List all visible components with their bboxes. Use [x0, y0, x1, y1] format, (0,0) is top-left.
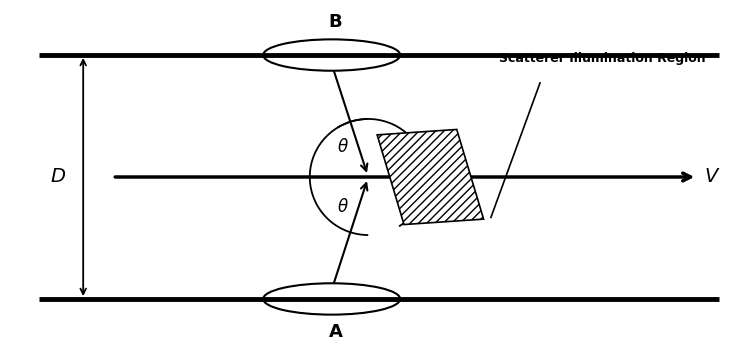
- Text: $\theta$: $\theta$: [337, 138, 349, 156]
- Text: $V$: $V$: [705, 167, 721, 187]
- Text: B: B: [329, 13, 342, 31]
- Polygon shape: [377, 130, 483, 224]
- Text: $\theta$: $\theta$: [337, 198, 349, 216]
- Text: A: A: [329, 323, 342, 341]
- Text: Scatterer Illumination Region: Scatterer Illumination Region: [499, 52, 705, 65]
- Text: $D$: $D$: [49, 167, 66, 187]
